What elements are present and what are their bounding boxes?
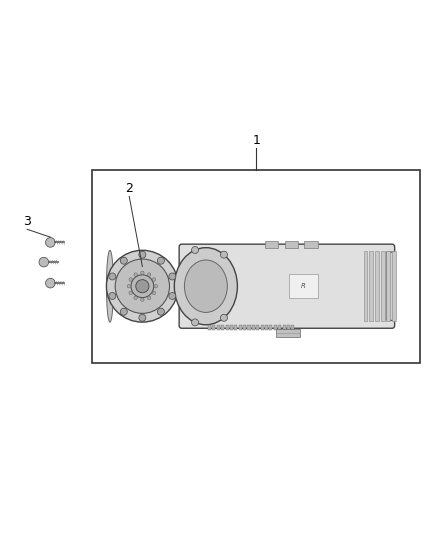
Text: 1: 1 — [252, 134, 260, 147]
Bar — [364, 251, 367, 321]
Circle shape — [46, 278, 55, 288]
Ellipse shape — [174, 248, 237, 325]
Bar — [212, 325, 215, 329]
Circle shape — [169, 293, 176, 300]
Ellipse shape — [184, 260, 227, 312]
Circle shape — [191, 246, 198, 254]
Circle shape — [120, 308, 127, 315]
Bar — [230, 325, 233, 329]
Circle shape — [152, 278, 156, 281]
Ellipse shape — [106, 251, 113, 322]
Bar — [381, 251, 385, 321]
Bar — [276, 329, 300, 337]
Circle shape — [139, 314, 146, 321]
Circle shape — [131, 275, 154, 297]
Circle shape — [129, 278, 132, 281]
Circle shape — [115, 259, 170, 313]
Circle shape — [129, 291, 132, 295]
Circle shape — [157, 308, 164, 315]
Circle shape — [154, 285, 158, 288]
Bar — [256, 325, 259, 329]
FancyBboxPatch shape — [386, 252, 396, 320]
Circle shape — [127, 285, 131, 288]
Bar — [274, 325, 277, 329]
Circle shape — [220, 314, 227, 321]
Bar — [234, 325, 237, 329]
Circle shape — [141, 271, 144, 274]
Circle shape — [136, 280, 149, 293]
Bar — [208, 325, 211, 329]
Bar — [386, 251, 390, 321]
Bar — [392, 251, 396, 321]
Bar — [269, 325, 272, 329]
Circle shape — [191, 319, 198, 326]
Circle shape — [169, 273, 176, 280]
Bar — [252, 325, 255, 329]
Circle shape — [157, 257, 164, 264]
Circle shape — [106, 251, 178, 322]
Bar — [291, 325, 294, 329]
Circle shape — [139, 251, 146, 258]
Bar — [287, 325, 290, 329]
FancyBboxPatch shape — [179, 244, 395, 328]
Text: 3: 3 — [23, 215, 31, 229]
Circle shape — [134, 273, 138, 276]
Circle shape — [147, 296, 151, 300]
Bar — [243, 325, 246, 329]
Text: R: R — [301, 283, 306, 289]
Bar — [221, 325, 224, 329]
Circle shape — [152, 291, 156, 295]
Bar — [226, 325, 229, 329]
Bar — [261, 325, 264, 329]
Bar — [289, 274, 318, 298]
Circle shape — [134, 296, 138, 300]
Bar — [278, 325, 281, 329]
Circle shape — [147, 273, 151, 276]
Bar — [265, 325, 268, 329]
Bar — [239, 325, 242, 329]
Bar — [304, 241, 318, 248]
Circle shape — [120, 257, 127, 264]
Bar — [265, 241, 278, 248]
Bar — [375, 251, 379, 321]
Circle shape — [39, 257, 49, 267]
Circle shape — [109, 293, 116, 300]
Circle shape — [46, 238, 55, 247]
Text: 2: 2 — [125, 182, 133, 195]
Bar — [283, 325, 286, 329]
Bar — [247, 325, 251, 329]
Circle shape — [109, 273, 116, 280]
Bar — [285, 241, 298, 248]
Bar — [92, 170, 420, 363]
Bar — [217, 325, 220, 329]
Circle shape — [220, 251, 227, 258]
Bar — [369, 251, 373, 321]
Circle shape — [141, 298, 144, 301]
